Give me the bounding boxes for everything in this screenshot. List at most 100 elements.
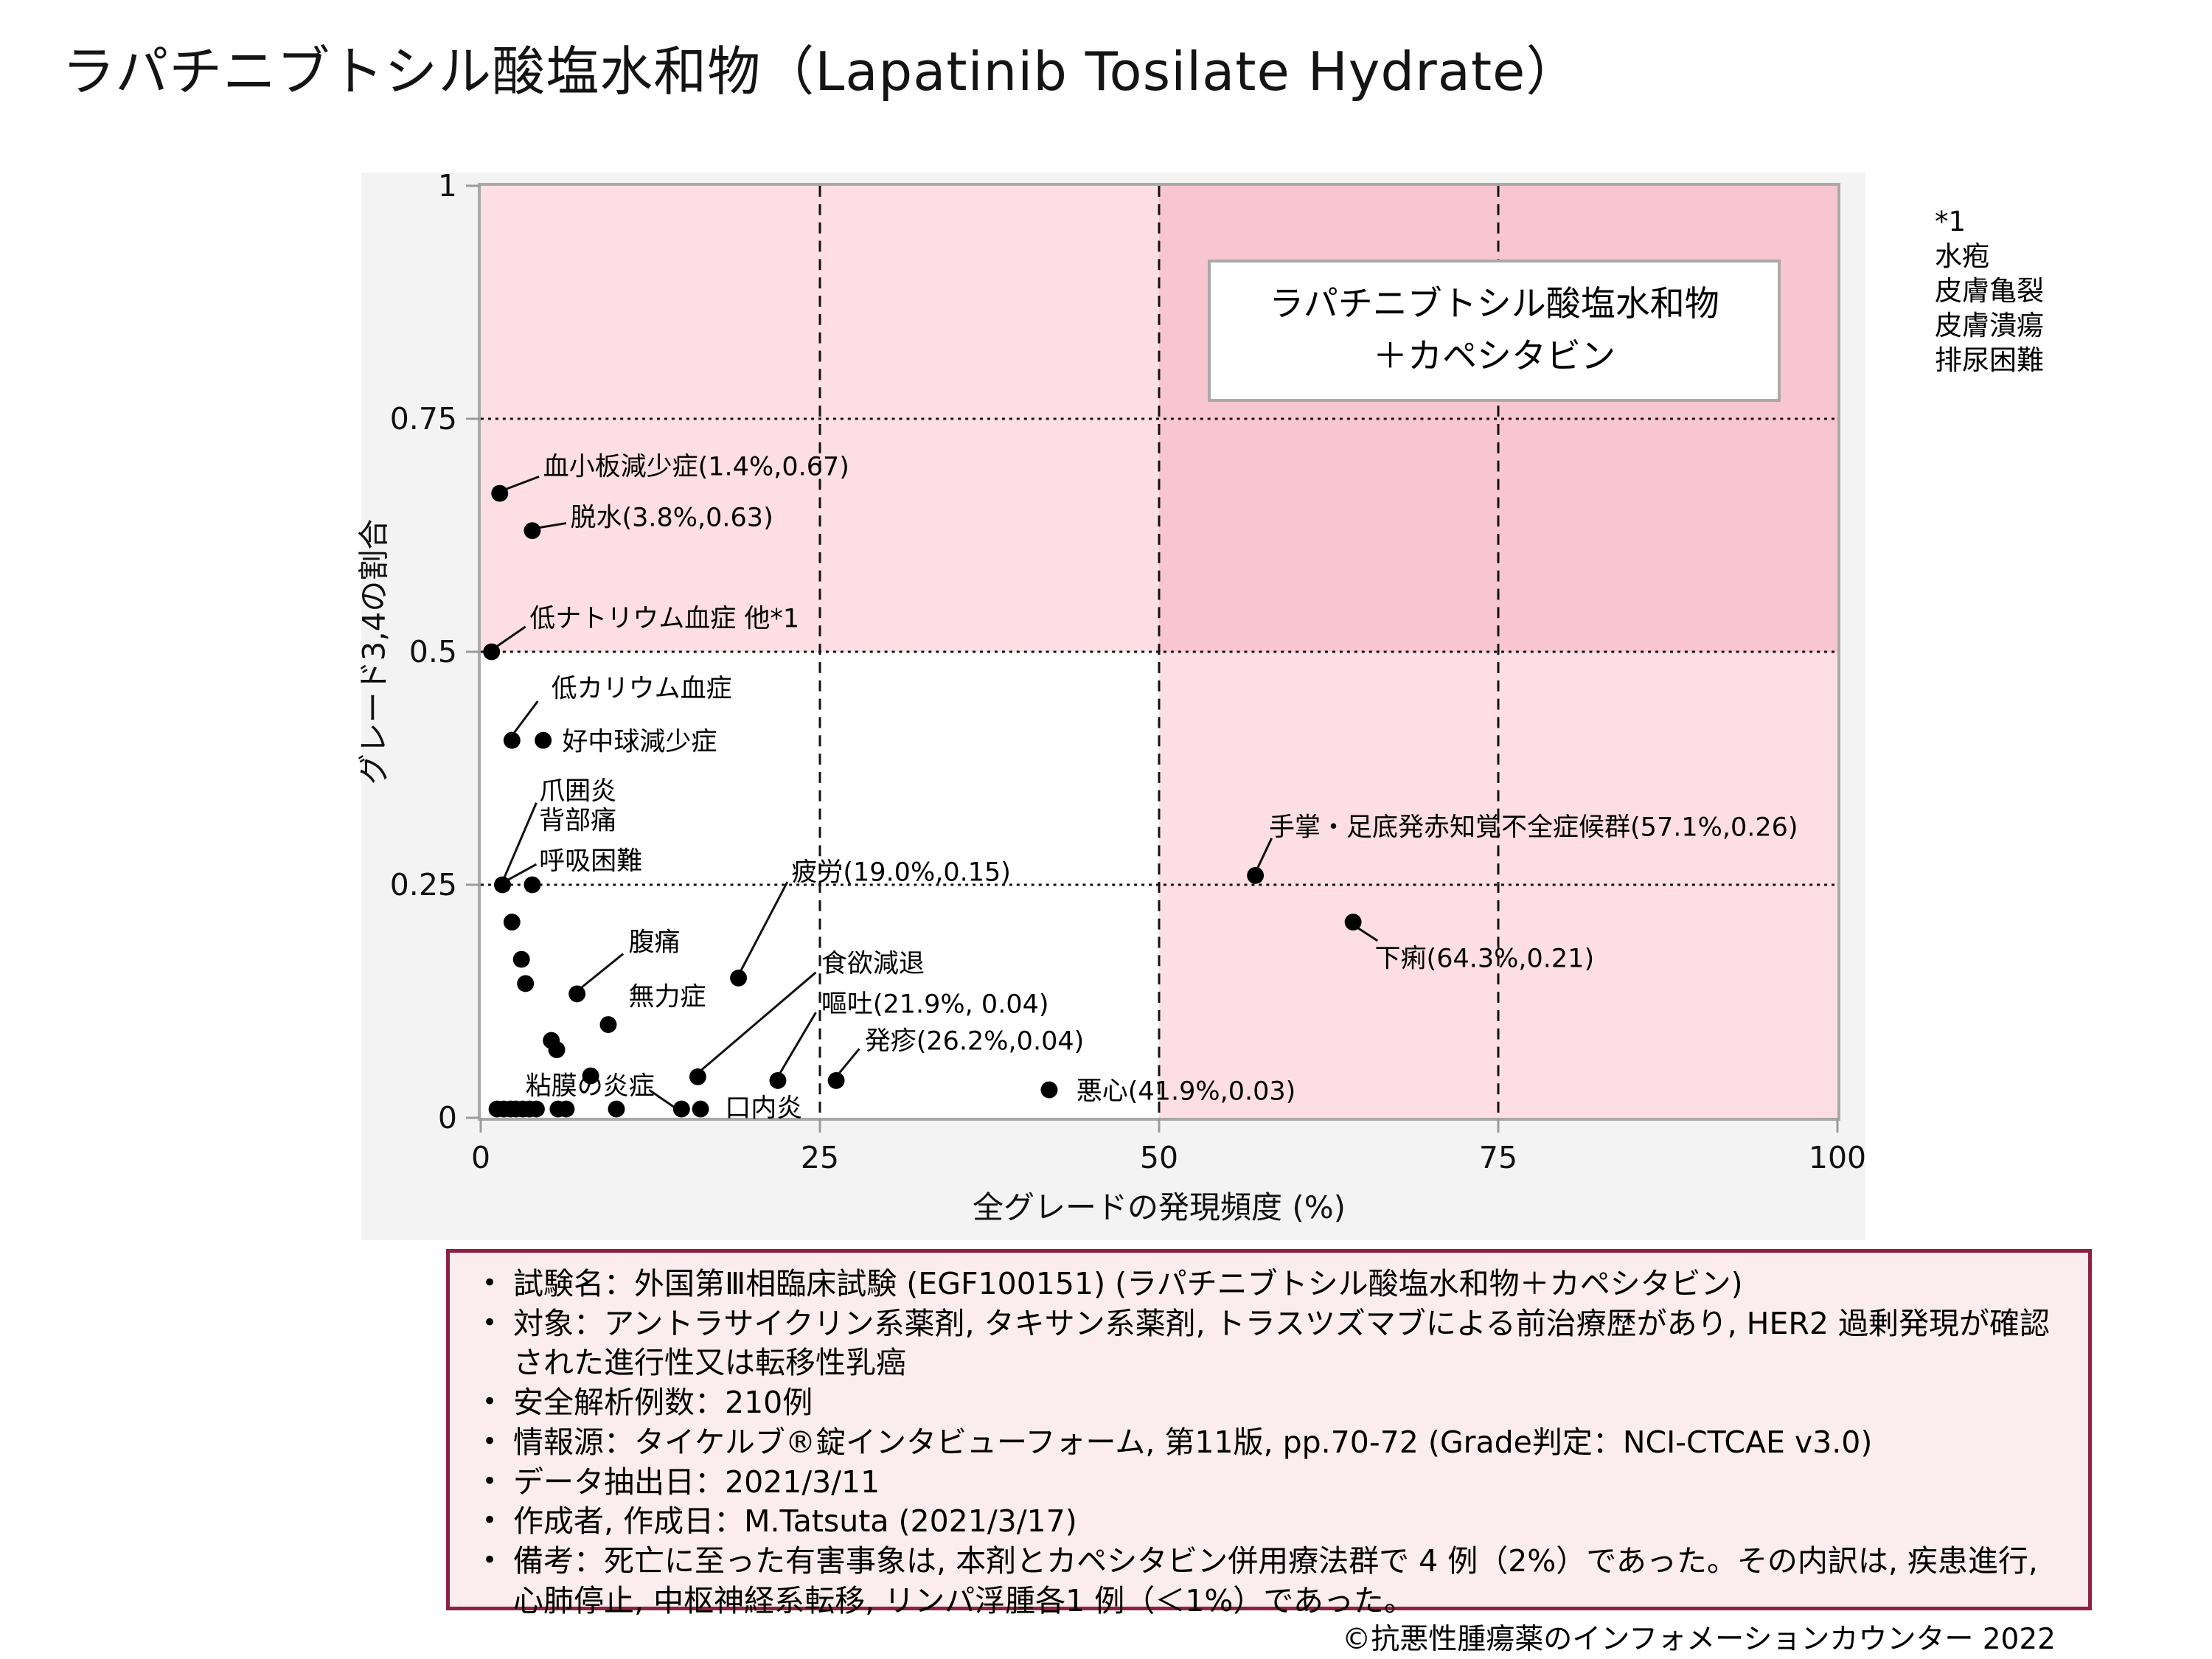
leader-line-paronychia xyxy=(501,802,538,883)
data-point xyxy=(524,876,541,894)
info-bullet-row-5: • 作成者, 作成日：M.Tatsuta (2021/3/17) xyxy=(466,1502,2069,1542)
x-axis-title: 全グレードの発現頻度 (%) xyxy=(972,1189,1346,1225)
leader-line-ppe-syndrome xyxy=(1254,838,1273,874)
data-point xyxy=(527,1100,545,1118)
info-bullet-text-0: 試験名：外国第Ⅲ相臨床試験 (EGF100151) (ラパチニブトシル酸塩水和物… xyxy=(513,1266,1743,1301)
data-point xyxy=(524,522,541,540)
data-point xyxy=(548,1041,566,1059)
data-point xyxy=(557,1100,575,1118)
y-tick-0 xyxy=(466,1116,481,1119)
x-tick-75 xyxy=(1497,1118,1500,1133)
data-point xyxy=(672,1100,690,1118)
info-bullet-text-1: 対象：アントラサイクリン系薬剤, タキサン系薬剤, トラスツズマブによる前治療歴… xyxy=(513,1305,2051,1381)
page-title: ラパチニブトシル酸塩水和物（Lapatinib Tosilate Hydrate… xyxy=(62,41,1580,102)
data-point xyxy=(483,643,501,661)
bullet-icon: • xyxy=(481,1307,498,1338)
point-label-mucosal-inflammation: 粘膜の炎症 xyxy=(525,1071,655,1102)
info-bullet-row-6: • 備考：死亡に至った有害事象は, 本剤とカペシタビン併用療法群で 4 例（2%）… xyxy=(466,1542,2069,1621)
y-tick-label-0.75: 0.75 xyxy=(389,401,457,437)
footnote-line: 皮膚潰瘍 xyxy=(1935,309,2044,341)
footnote-line: 排尿困難 xyxy=(1935,344,2044,376)
x-tick-label-100: 100 xyxy=(1808,1140,1867,1175)
y-axis-title: グレード3,4の割合 xyxy=(355,518,392,785)
data-point xyxy=(517,975,535,992)
y-tick-0.25 xyxy=(466,883,481,886)
data-point xyxy=(503,731,521,749)
info-bullet-text-5: 作成者, 作成日：M.Tatsuta (2021/3/17) xyxy=(513,1503,1077,1540)
data-point xyxy=(512,950,530,968)
bullet-icon: • xyxy=(481,1268,498,1298)
point-label-neutropenia: 好中球減少症 xyxy=(562,727,717,757)
data-point xyxy=(608,1100,625,1118)
data-point xyxy=(769,1072,787,1089)
data-point xyxy=(568,985,586,1003)
leader-line-vomiting xyxy=(776,1012,817,1078)
bullet-icon: • xyxy=(481,1426,498,1456)
leader-line-decreased-appetite xyxy=(697,971,817,1074)
data-point xyxy=(582,1067,599,1085)
footnote-line: *1 xyxy=(1935,206,1966,237)
series-legend-line2: ＋カペシタビン xyxy=(1372,335,1615,377)
x-tick-100 xyxy=(1836,1118,1839,1133)
info-bullet-row-0: • 試験名：外国第Ⅲ相臨床試験 (EGF100151) (ラパチニブトシル酸塩水和… xyxy=(466,1265,2069,1304)
point-label-diarrhoea: 下痢(64.3%,0.21) xyxy=(1374,944,1595,974)
plot-overlay xyxy=(481,186,1837,1118)
leader-line-rash xyxy=(835,1048,860,1078)
info-bullet-text-2: 安全解析例数：210例 xyxy=(513,1385,813,1421)
data-point xyxy=(692,1100,709,1118)
info-bullet-text-3: 情報源：タイケルブ®錠インタビューフォーム, 第11版, pp.70-72 (G… xyxy=(513,1424,1873,1460)
point-label-hypokalemia: 低カリウム血症 xyxy=(551,674,732,704)
info-bullet-row-2: • 安全解析例数：210例 xyxy=(466,1383,2069,1423)
y-tick-label-0: 0 xyxy=(437,1100,457,1135)
x-tick-0 xyxy=(479,1118,482,1133)
point-label-nausea: 悪心(41.9%,0.03) xyxy=(1076,1077,1296,1107)
x-tick-50 xyxy=(1158,1118,1161,1133)
y-tick-label-1: 1 xyxy=(437,168,457,204)
x-tick-label-25: 25 xyxy=(800,1140,840,1175)
data-point xyxy=(503,914,521,931)
data-point xyxy=(827,1072,845,1089)
series-legend-box: ラパチニブトシル酸塩水和物 ＋カペシタビン xyxy=(1208,259,1781,403)
x-tick-label-75: 75 xyxy=(1478,1140,1518,1175)
info-bullet-text-4: データ抽出日：2021/3/11 xyxy=(513,1464,880,1500)
scatter-plot-area: ラパチニブトシル酸塩水和物 ＋カペシタビン 全グレードの発現頻度 (%) グレー… xyxy=(356,168,1867,1225)
chart-figure: ラパチニブトシル酸塩水和物 ＋カペシタビン 全グレードの発現頻度 (%) グレー… xyxy=(356,168,1867,1240)
point-label-paronychia: 爪囲炎 xyxy=(539,776,617,807)
info-bullet-row-1: • 対象：アントラサイクリン系薬剤, タキサン系薬剤, トラスツズマブによる前治療… xyxy=(466,1304,2069,1383)
bullet-icon: • xyxy=(481,1387,498,1417)
data-point xyxy=(491,484,509,502)
point-label-asthenia: 無力症 xyxy=(628,982,706,1012)
y-tick-1 xyxy=(466,184,481,187)
info-bullet-row-4: • データ抽出日：2021/3/11 xyxy=(466,1463,2069,1503)
leader-line-hypokalemia xyxy=(511,700,539,737)
point-label-stomatitis: 口内炎 xyxy=(725,1093,803,1124)
point-label-dyspnoea: 呼吸困難 xyxy=(539,846,643,877)
series-legend-line1: ラパチニブトシル酸塩水和物 xyxy=(1269,284,1719,325)
data-point xyxy=(1247,866,1265,884)
leader-line-fatigue xyxy=(737,881,789,976)
data-point xyxy=(730,969,748,987)
y-tick-label-0.25: 0.25 xyxy=(389,867,457,902)
x-tick-label-0: 0 xyxy=(470,1140,491,1175)
point-label-fatigue: 疲労(19.0%,0.15) xyxy=(791,858,1011,888)
point-label-dehydration: 脱水(3.8%,0.63) xyxy=(570,503,773,533)
data-point xyxy=(535,731,552,749)
data-point xyxy=(1344,914,1362,931)
point-label-decreased-appetite: 食欲減退 xyxy=(821,949,925,979)
data-point xyxy=(689,1068,706,1085)
data-point xyxy=(599,1016,617,1034)
data-point xyxy=(493,876,511,894)
bullet-icon: • xyxy=(481,1506,498,1536)
y-tick-0.5 xyxy=(466,650,481,653)
bullet-icon: • xyxy=(481,1545,498,1575)
point-label-hyponatremia-other: 低ナトリウム血症 他*1 xyxy=(529,604,800,634)
y-tick-0.75 xyxy=(466,417,481,420)
y-tick-label-0.5: 0.5 xyxy=(408,634,457,669)
point-label-rash: 発疹(26.2%,0.04) xyxy=(864,1026,1085,1057)
x-tick-label-50: 50 xyxy=(1139,1140,1179,1175)
copyright-note: ©抗悪性腫瘍薬のインフォメーションカウンター 2022 xyxy=(1342,1623,2056,1656)
bullet-icon: • xyxy=(481,1466,498,1496)
footnote-line: 皮膚亀裂 xyxy=(1935,274,2044,307)
point-label-abdominal-pain: 腹痛 xyxy=(628,928,681,958)
